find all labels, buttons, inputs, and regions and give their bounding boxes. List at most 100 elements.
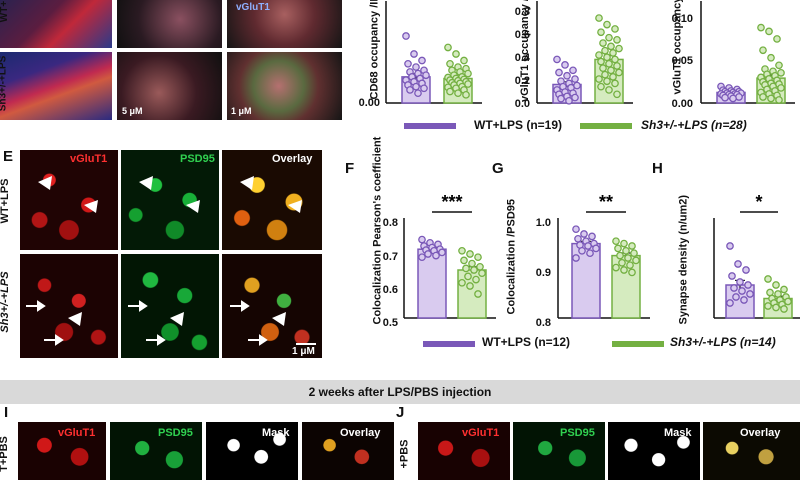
data-point: [626, 261, 634, 270]
significance-stars: ***: [441, 192, 462, 212]
legend-mid-het-label: Sh3+/-+LPS (n=14): [670, 335, 776, 349]
data-point: [418, 253, 426, 262]
data-point: [746, 290, 754, 298]
data-point: [730, 284, 738, 292]
data-point: [612, 237, 620, 246]
chart6-synapse: *: [713, 192, 800, 319]
panel-e-wt-overlay: [222, 150, 322, 250]
data-point: [595, 14, 603, 22]
panel-j-overlay: [703, 422, 800, 480]
chart5-ylabel: Colocalization /PSD95: [505, 198, 518, 315]
data-point: [765, 27, 773, 36]
chart2-ytick-4: 0.0: [514, 98, 530, 110]
data-point: [468, 259, 476, 268]
top-image-wt-zoom: [227, 0, 342, 48]
data-point: [444, 43, 452, 52]
legend-mid-wt-swatch: [423, 341, 475, 347]
data-point: [580, 230, 588, 238]
panel-letter-e: E: [3, 148, 14, 165]
chart3-vglut1-iba1: [700, 1, 795, 104]
top-image-het-raw: [0, 52, 112, 120]
data-point: [571, 93, 579, 102]
chart4-ytick-1: 0.7: [382, 251, 398, 263]
panel-i-row-label: T+PBS: [0, 436, 10, 472]
chart3-ytick-2: 0.00: [671, 98, 693, 110]
data-point: [611, 79, 619, 88]
chart4-ytick-3: 0.5: [382, 317, 398, 329]
data-point: [773, 35, 781, 43]
chart6-ylabel: Synapse density (n/um2): [677, 194, 690, 325]
chart4-ytick-0: 0.8: [382, 217, 398, 229]
data-point: [462, 90, 470, 99]
data-point: [412, 82, 420, 91]
data-point: [605, 33, 613, 42]
data-point: [561, 61, 569, 69]
data-point: [572, 254, 580, 262]
panel-j-channel-overlay: Overlay: [740, 427, 781, 439]
data-point: [614, 244, 622, 253]
data-point: [476, 262, 484, 271]
data-point: [597, 28, 605, 37]
chart5-ytick-2: 0.8: [535, 317, 551, 329]
data-point: [628, 242, 636, 250]
panel-letter-g: G: [492, 160, 504, 177]
data-point: [464, 272, 472, 281]
data-point: [595, 75, 603, 83]
data-point: [599, 39, 607, 47]
data-point: [612, 263, 620, 272]
data-point: [402, 32, 410, 40]
chart2-vglut1-cd68: [536, 1, 633, 105]
panel-e-channel-overlay: Overlay: [272, 153, 313, 165]
data-point: [586, 249, 594, 258]
panel-e-het-psd95: [121, 254, 219, 358]
data-point: [597, 57, 605, 66]
chart3-ytick-0: 0.10: [671, 13, 693, 25]
data-point: [588, 232, 596, 241]
data-point: [767, 94, 775, 103]
data-point: [775, 96, 783, 104]
data-point: [454, 89, 462, 98]
panel-letter-i: I: [4, 404, 9, 421]
data-point: [611, 55, 619, 64]
panel-j-channel-vglut1: vGluT1: [462, 427, 500, 439]
data-point: [603, 77, 611, 86]
data-point: [422, 71, 430, 80]
data-point: [418, 56, 426, 65]
data-point: [592, 244, 600, 253]
data-point: [780, 305, 788, 313]
data-point: [734, 260, 742, 268]
data-point: [613, 90, 621, 99]
data-point: [466, 250, 474, 258]
data-point: [424, 250, 432, 258]
data-point: [472, 275, 480, 284]
chart4-ytick-2: 0.6: [382, 284, 398, 296]
data-point: [466, 282, 474, 290]
data-point: [563, 71, 571, 80]
data-point: [759, 46, 767, 55]
data-point: [757, 23, 765, 32]
panel-e-wt-vglut1: [20, 150, 118, 250]
panel-i-channel-mask: Mask: [262, 427, 290, 439]
data-point: [578, 246, 586, 255]
panel-j-mask: [608, 422, 700, 480]
data-point: [603, 53, 611, 62]
data-point: [460, 56, 468, 65]
data-point: [726, 242, 734, 250]
panel-e-het-vglut1: [20, 254, 118, 358]
panel-i-vglut1: [18, 422, 106, 480]
data-point: [744, 281, 752, 289]
data-point: [618, 258, 626, 267]
data-point: [569, 66, 577, 75]
data-point: [630, 249, 638, 258]
data-point: [728, 272, 736, 280]
panel-e-channel-vglut1: vGluT1: [70, 153, 108, 165]
panel-e-channel-psd95: PSD95: [180, 153, 215, 165]
data-point: [784, 297, 792, 306]
data-point: [740, 296, 748, 304]
data-point: [764, 302, 772, 310]
panel-j-channel-mask: Mask: [664, 427, 692, 439]
data-point: [624, 254, 632, 262]
bottom-band-title: 2 weeks after LPS/PBS injection: [0, 380, 800, 404]
data-point: [420, 84, 428, 93]
legend-mid-wt-label: WT+LPS (n=12): [482, 335, 571, 349]
